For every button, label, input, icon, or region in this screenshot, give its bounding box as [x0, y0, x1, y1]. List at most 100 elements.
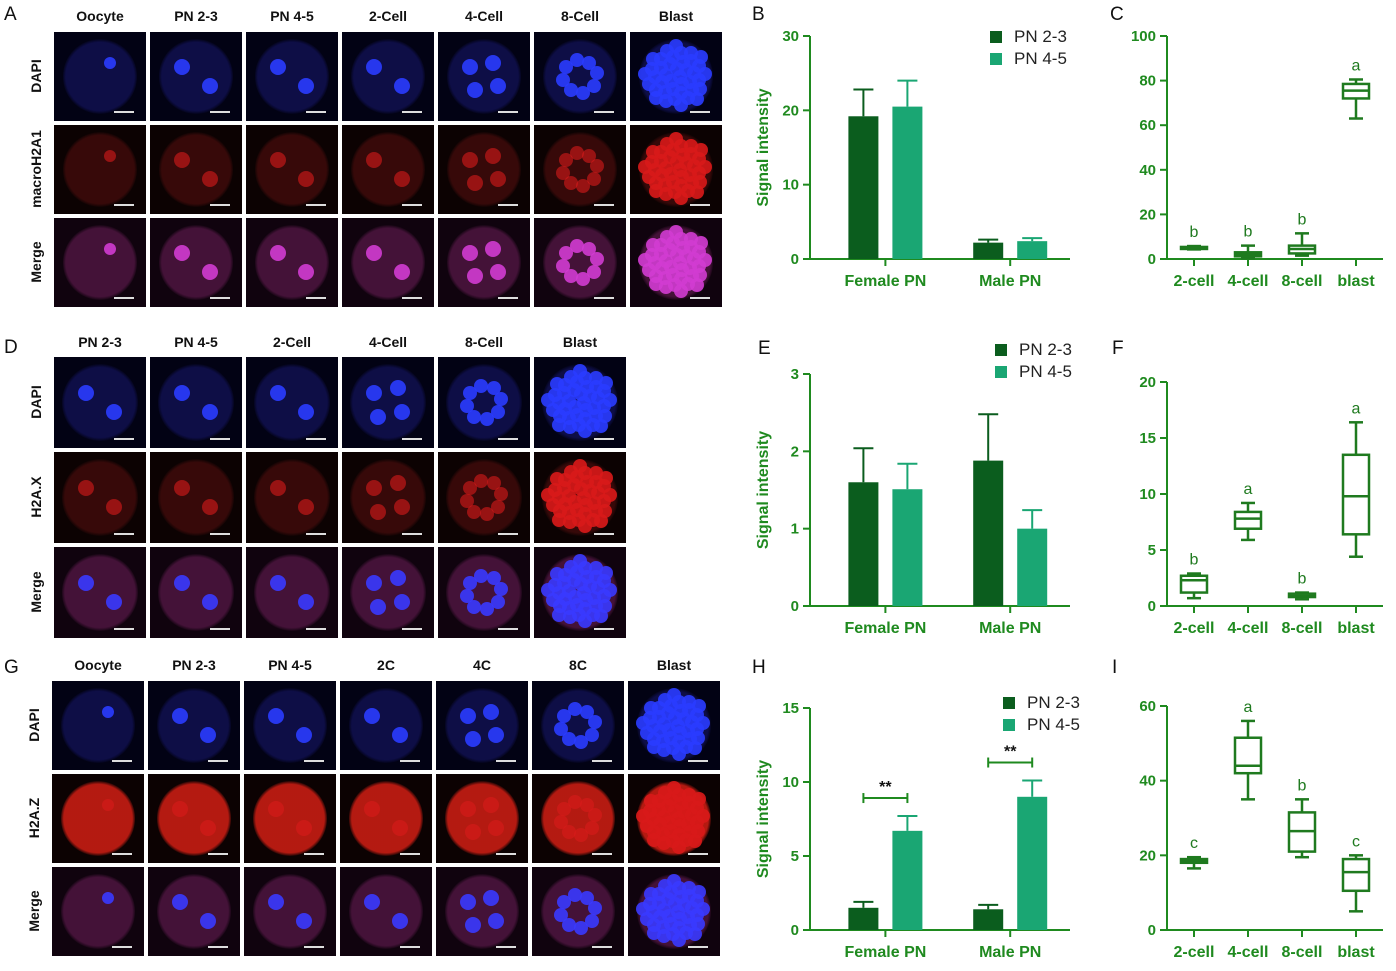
- micrograph-tile: [436, 774, 528, 863]
- nucleus: [370, 408, 387, 425]
- box: [1233, 736, 1263, 775]
- nucleus: [559, 60, 574, 74]
- group-letter: c: [1190, 835, 1198, 852]
- nucleus: [462, 480, 477, 495]
- nucleus: [393, 263, 410, 280]
- nucleus: [174, 245, 191, 261]
- row-label: Merge: [28, 240, 44, 283]
- nucleus: [365, 479, 382, 496]
- nucleus: [584, 727, 599, 742]
- nucleus: [370, 503, 387, 520]
- y-tick-label: 30: [782, 28, 799, 45]
- nucleus: [391, 819, 408, 836]
- nucleus: [562, 420, 577, 435]
- scale-bar: [210, 204, 230, 206]
- panel-label-f: F: [1112, 338, 1124, 359]
- bar: [973, 242, 1004, 259]
- panel-label-e: E: [758, 338, 771, 359]
- legend-swatch: [1003, 697, 1015, 709]
- embryo-body: [61, 459, 139, 536]
- nucleus: [671, 746, 686, 761]
- nucleus: [483, 703, 500, 720]
- column-header: 2-Cell: [368, 8, 408, 24]
- nucleus: [269, 479, 286, 496]
- nucleus: [466, 268, 483, 285]
- embryo-body: [349, 554, 427, 631]
- y-tick-label: 20: [782, 102, 799, 119]
- micrograph-tile: [438, 32, 530, 121]
- scale-bar: [496, 853, 516, 855]
- column-header: Oocyte: [74, 657, 122, 673]
- nucleus: [582, 55, 597, 70]
- nucleus: [106, 594, 123, 611]
- nucleus: [646, 51, 661, 66]
- y-tick-label: 0: [791, 922, 799, 939]
- x-tick-label: blast: [1337, 944, 1375, 961]
- micrograph-tile: [150, 125, 242, 214]
- y-tick-label: 2: [791, 443, 799, 460]
- y-tick-label: 10: [1139, 486, 1156, 503]
- nucleus: [574, 828, 589, 843]
- micrograph-tile: [244, 774, 336, 863]
- column-header: PN 2-3: [174, 8, 218, 24]
- nucleus: [462, 152, 479, 168]
- micrograph-tile: [342, 357, 434, 448]
- nucleus: [104, 149, 116, 162]
- x-tick-label: 4-cell: [1228, 620, 1269, 637]
- nucleus: [365, 574, 382, 591]
- micrograph-tile: [534, 125, 626, 214]
- embryo-body: [158, 39, 234, 114]
- nucleus: [603, 393, 618, 408]
- nucleus: [580, 704, 595, 719]
- column-header: 8-Cell: [560, 8, 600, 24]
- nucleus: [268, 894, 285, 910]
- x-tick-label: 4-cell: [1228, 273, 1269, 290]
- bar: [1017, 241, 1048, 259]
- scale-bar: [496, 946, 516, 948]
- scale-bar: [210, 628, 230, 630]
- nucleus: [635, 901, 650, 916]
- x-tick-label: Male PN: [979, 944, 1041, 961]
- nucleus: [366, 245, 383, 261]
- nucleus: [635, 808, 650, 823]
- panel-label-d: D: [4, 337, 18, 358]
- nucleus: [466, 82, 483, 99]
- micrograph-tile: [342, 218, 434, 307]
- nucleus: [573, 554, 588, 569]
- scale-bar: [690, 111, 710, 113]
- nucleus: [589, 66, 604, 81]
- micrograph-tile: [438, 547, 530, 638]
- embryo-body: [446, 132, 522, 207]
- nucleus: [694, 50, 709, 65]
- nucleus: [603, 488, 618, 503]
- y-tick-label: 5: [791, 848, 799, 865]
- embryo-body: [62, 225, 138, 300]
- scale-bar: [592, 853, 612, 855]
- micrograph-tile: [244, 867, 336, 956]
- column-header: PN 2-3: [172, 657, 216, 673]
- y-tick-label: 20: [1139, 374, 1156, 391]
- embryo-body: [254, 132, 330, 207]
- nucleus: [199, 819, 216, 836]
- micrograph-tile: [244, 681, 336, 770]
- group-letter: b: [1244, 224, 1253, 241]
- nucleus: [646, 926, 661, 941]
- x-tick-label: blast: [1337, 620, 1375, 637]
- nucleus: [298, 594, 315, 611]
- nucleus: [486, 381, 501, 396]
- nucleus: [297, 263, 314, 280]
- nucleus: [598, 376, 613, 391]
- column-header: 8-Cell: [464, 334, 504, 350]
- column-header: PN 4-5: [268, 657, 312, 673]
- scale-bar: [112, 946, 132, 948]
- scale-bar: [114, 111, 134, 113]
- nucleus: [493, 582, 508, 597]
- nucleus: [269, 574, 286, 591]
- x-tick-label: 2-cell: [1174, 273, 1215, 290]
- embryo-body: [349, 364, 427, 441]
- x-tick-label: 8-cell: [1282, 944, 1323, 961]
- micrograph-tile: [246, 357, 338, 448]
- micrograph-tile: [342, 452, 434, 543]
- scale-bar: [112, 853, 132, 855]
- significance-label: **: [1004, 744, 1017, 761]
